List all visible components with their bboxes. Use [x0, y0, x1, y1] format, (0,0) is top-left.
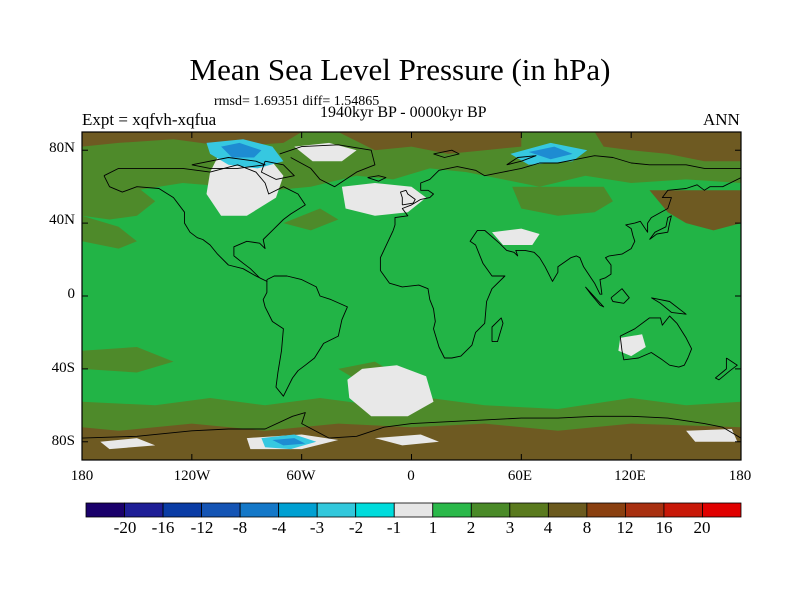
lon-label-60e: 60E	[507, 468, 533, 484]
colorbar-swatch	[586, 502, 626, 518]
page-title: Mean Sea Level Pressure (in hPa)	[189, 52, 611, 87]
colorbar-swatch	[509, 502, 549, 518]
colorbar-swatch	[201, 502, 241, 518]
grey-region-antarctic-c	[686, 429, 738, 442]
coast-north-america	[103, 164, 306, 282]
grey-region-arabia	[492, 228, 540, 245]
colorbar	[85, 502, 742, 518]
lon-label-120e: 120E	[614, 468, 646, 484]
olive-region-npacific-w	[82, 186, 156, 220]
coast-uk	[400, 189, 416, 206]
lon-label-180w: 180	[70, 468, 94, 484]
season-label: ANN	[703, 110, 740, 129]
colorbar-swatch	[316, 502, 357, 518]
coast-new-guinea	[651, 297, 687, 315]
stats-label: rmsd= 1.69351 diff= 1.54865	[214, 94, 380, 109]
axis-ticks	[81, 132, 742, 460]
blue-region-siberia	[528, 146, 573, 160]
field-layer	[82, 132, 741, 460]
lat-label-0: 0	[67, 286, 76, 302]
colorbar-label: -20	[113, 518, 137, 537]
grey-region-greenland	[294, 142, 357, 162]
colorbar-label: -16	[151, 518, 175, 537]
lon-label-120w: 120W	[173, 468, 211, 484]
coast-australia	[619, 315, 693, 368]
lat-label-40s: 40S	[51, 360, 75, 376]
grey-region-australia	[618, 334, 646, 357]
coast-madagascar	[491, 317, 504, 343]
olive-region-nam-east	[283, 208, 339, 231]
grey-region-antarctic-b	[100, 438, 156, 450]
colorbar-label: 12	[616, 518, 634, 537]
colorbar-label: -3	[309, 518, 325, 537]
colorbar-swatch	[85, 502, 125, 518]
colorbar-label: 2	[466, 518, 476, 537]
colorbar-swatch	[470, 502, 511, 518]
colorbar-swatch	[663, 502, 703, 518]
lat-label-80s: 80S	[51, 433, 75, 449]
coast-indonesia-a	[585, 286, 605, 308]
colorbar-label: 16	[655, 518, 673, 537]
experiment-label: Expt = xqfvh-xqfua	[82, 110, 217, 129]
colorbar-label: -4	[271, 518, 287, 537]
brown-region-siberia	[594, 132, 741, 162]
olive-region-asia	[512, 186, 613, 216]
olive-region-pacific-ne	[82, 215, 137, 249]
coast-japan	[649, 215, 672, 240]
period-label: 1940kyr BP - 0000kyr BP	[320, 104, 487, 121]
coast-south-america	[262, 275, 348, 397]
colorbar-swatch	[432, 502, 472, 518]
colorbar-swatch	[625, 502, 665, 518]
colorbar-label: -2	[348, 518, 364, 537]
coast-greenland	[279, 144, 376, 188]
coast-svalbard	[433, 149, 460, 158]
coast-antarctica	[82, 412, 741, 439]
lon-label-180e: 180	[728, 468, 752, 484]
olive-region-s-pacific	[82, 347, 174, 373]
colorbar-swatch	[278, 502, 318, 518]
lon-label-60w: 60W	[286, 468, 316, 484]
blue-region-canada	[221, 142, 262, 158]
grey-region-antarctic-d	[374, 434, 439, 446]
colorbar-swatch	[162, 502, 202, 518]
coast-iceland	[367, 175, 387, 182]
colorbar-label: 1	[428, 518, 438, 537]
coast-baffin	[260, 160, 295, 180]
grey-region-north-america	[206, 150, 284, 216]
lat-label-80n: 80N	[49, 140, 75, 156]
colorbar-label: 3	[505, 518, 515, 537]
brown-region-npacific	[649, 190, 741, 231]
colorbar-swatch	[393, 502, 434, 518]
brown-region-arctic-b	[338, 132, 522, 154]
blue-region-antarctic	[272, 438, 306, 446]
colorbar-swatch	[547, 502, 588, 518]
colorbar-label: 8	[582, 518, 592, 537]
colorbar-swatch	[239, 502, 280, 518]
coast-indonesia-b	[610, 288, 630, 304]
colorbar-swatch	[702, 502, 742, 518]
colorbar-label: 20	[693, 518, 711, 537]
coastlines	[82, 144, 741, 439]
coast-arctic-islands	[191, 157, 266, 169]
colorbar-label: -1	[386, 518, 402, 537]
colorbar-swatch	[355, 502, 395, 518]
lon-label-0: 0	[407, 468, 415, 484]
colorbar-label: -8	[232, 518, 248, 537]
coast-novaya-zemlya	[506, 155, 537, 166]
colorbar-swatch	[124, 502, 164, 518]
coast-europe-africa-asia	[379, 155, 741, 359]
colorbar-label: 4	[543, 518, 553, 537]
lat-label-40n: 40N	[49, 212, 75, 228]
coast-new-zealand	[714, 357, 738, 381]
colorbar-label: -12	[190, 518, 214, 537]
grey-region-pacific-south	[347, 365, 434, 417]
